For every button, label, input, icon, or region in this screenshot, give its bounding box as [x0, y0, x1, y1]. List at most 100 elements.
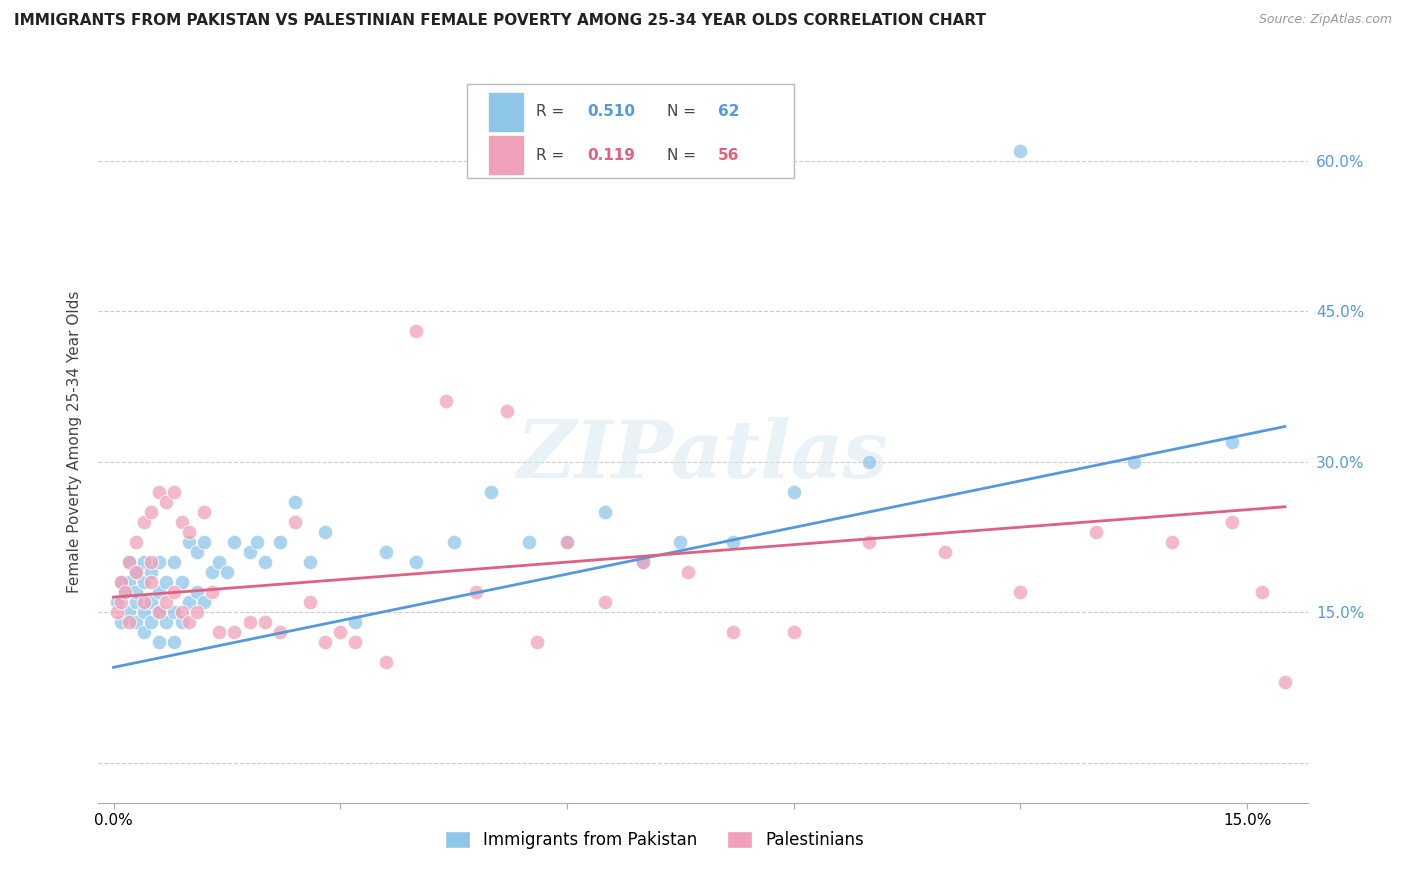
Point — [443, 535, 465, 549]
Point — [1010, 585, 1032, 599]
Point — [118, 575, 141, 590]
Point — [555, 535, 578, 549]
Point — [179, 524, 201, 539]
Point — [208, 555, 231, 569]
Point — [132, 595, 155, 609]
Point — [858, 455, 880, 469]
Point — [155, 615, 177, 630]
Point — [163, 585, 186, 599]
Point — [148, 585, 170, 599]
Text: 0.119: 0.119 — [586, 148, 634, 162]
Point — [208, 625, 231, 640]
Point — [676, 565, 699, 579]
Point — [118, 615, 141, 630]
Point — [631, 555, 654, 569]
Point — [105, 605, 128, 619]
Point — [179, 595, 201, 609]
Bar — [488, 92, 524, 132]
Point — [631, 555, 654, 569]
Point — [269, 625, 291, 640]
Point — [224, 625, 246, 640]
Point — [125, 595, 148, 609]
Point — [193, 595, 215, 609]
Point — [110, 575, 132, 590]
Point — [141, 565, 163, 579]
Point — [179, 615, 201, 630]
Point — [1010, 144, 1032, 158]
Point — [179, 535, 201, 549]
Point — [405, 555, 427, 569]
Point — [186, 545, 208, 559]
Point — [132, 555, 155, 569]
Point — [782, 484, 804, 499]
Point — [405, 324, 427, 338]
Point — [148, 484, 170, 499]
Point — [526, 635, 548, 649]
Point — [299, 595, 322, 609]
Text: IMMIGRANTS FROM PAKISTAN VS PALESTINIAN FEMALE POVERTY AMONG 25-34 YEAR OLDS COR: IMMIGRANTS FROM PAKISTAN VS PALESTINIAN … — [14, 13, 986, 29]
Point — [105, 595, 128, 609]
Point — [118, 555, 141, 569]
Point — [186, 585, 208, 599]
Text: 62: 62 — [717, 104, 740, 120]
Point — [148, 605, 170, 619]
Point — [1274, 675, 1296, 690]
Point — [934, 545, 956, 559]
Point — [141, 555, 163, 569]
Point — [186, 605, 208, 619]
Text: ZIPatlas: ZIPatlas — [517, 417, 889, 495]
Point — [299, 555, 322, 569]
Point — [132, 625, 155, 640]
Point — [314, 635, 336, 649]
Point — [1085, 524, 1108, 539]
Bar — [488, 136, 524, 175]
Point — [155, 494, 177, 508]
Point — [1122, 455, 1144, 469]
Point — [170, 515, 193, 529]
Text: R =: R = — [536, 104, 569, 120]
Point — [434, 394, 457, 409]
Point — [148, 555, 170, 569]
Point — [669, 535, 692, 549]
Point — [118, 555, 141, 569]
Point — [141, 615, 163, 630]
Text: Source: ZipAtlas.com: Source: ZipAtlas.com — [1258, 13, 1392, 27]
Point — [163, 635, 186, 649]
Point — [125, 585, 148, 599]
Point — [246, 535, 269, 549]
Text: 0.510: 0.510 — [586, 104, 636, 120]
Point — [163, 484, 186, 499]
Point — [1160, 535, 1182, 549]
Point — [163, 555, 186, 569]
Point — [269, 535, 291, 549]
Point — [465, 585, 488, 599]
Point — [114, 585, 136, 599]
Point — [193, 535, 215, 549]
Point — [132, 575, 155, 590]
Text: 56: 56 — [717, 148, 740, 162]
Point — [110, 575, 132, 590]
Point — [114, 585, 136, 599]
Point — [125, 565, 148, 579]
Point — [193, 505, 215, 519]
Point — [155, 575, 177, 590]
Point — [723, 535, 745, 549]
Point — [155, 595, 177, 609]
Legend: Immigrants from Pakistan, Palestinians: Immigrants from Pakistan, Palestinians — [439, 824, 872, 856]
Point — [148, 605, 170, 619]
Y-axis label: Female Poverty Among 25-34 Year Olds: Female Poverty Among 25-34 Year Olds — [67, 291, 83, 592]
Point — [224, 535, 246, 549]
Point — [148, 635, 170, 649]
Point — [141, 505, 163, 519]
Point — [132, 515, 155, 529]
Text: N =: N = — [666, 148, 700, 162]
Point — [253, 615, 276, 630]
Point — [284, 515, 307, 529]
FancyBboxPatch shape — [467, 84, 793, 178]
Point — [284, 494, 307, 508]
Point — [118, 605, 141, 619]
Point — [858, 535, 880, 549]
Point — [201, 585, 224, 599]
Point — [110, 595, 132, 609]
Point — [517, 535, 540, 549]
